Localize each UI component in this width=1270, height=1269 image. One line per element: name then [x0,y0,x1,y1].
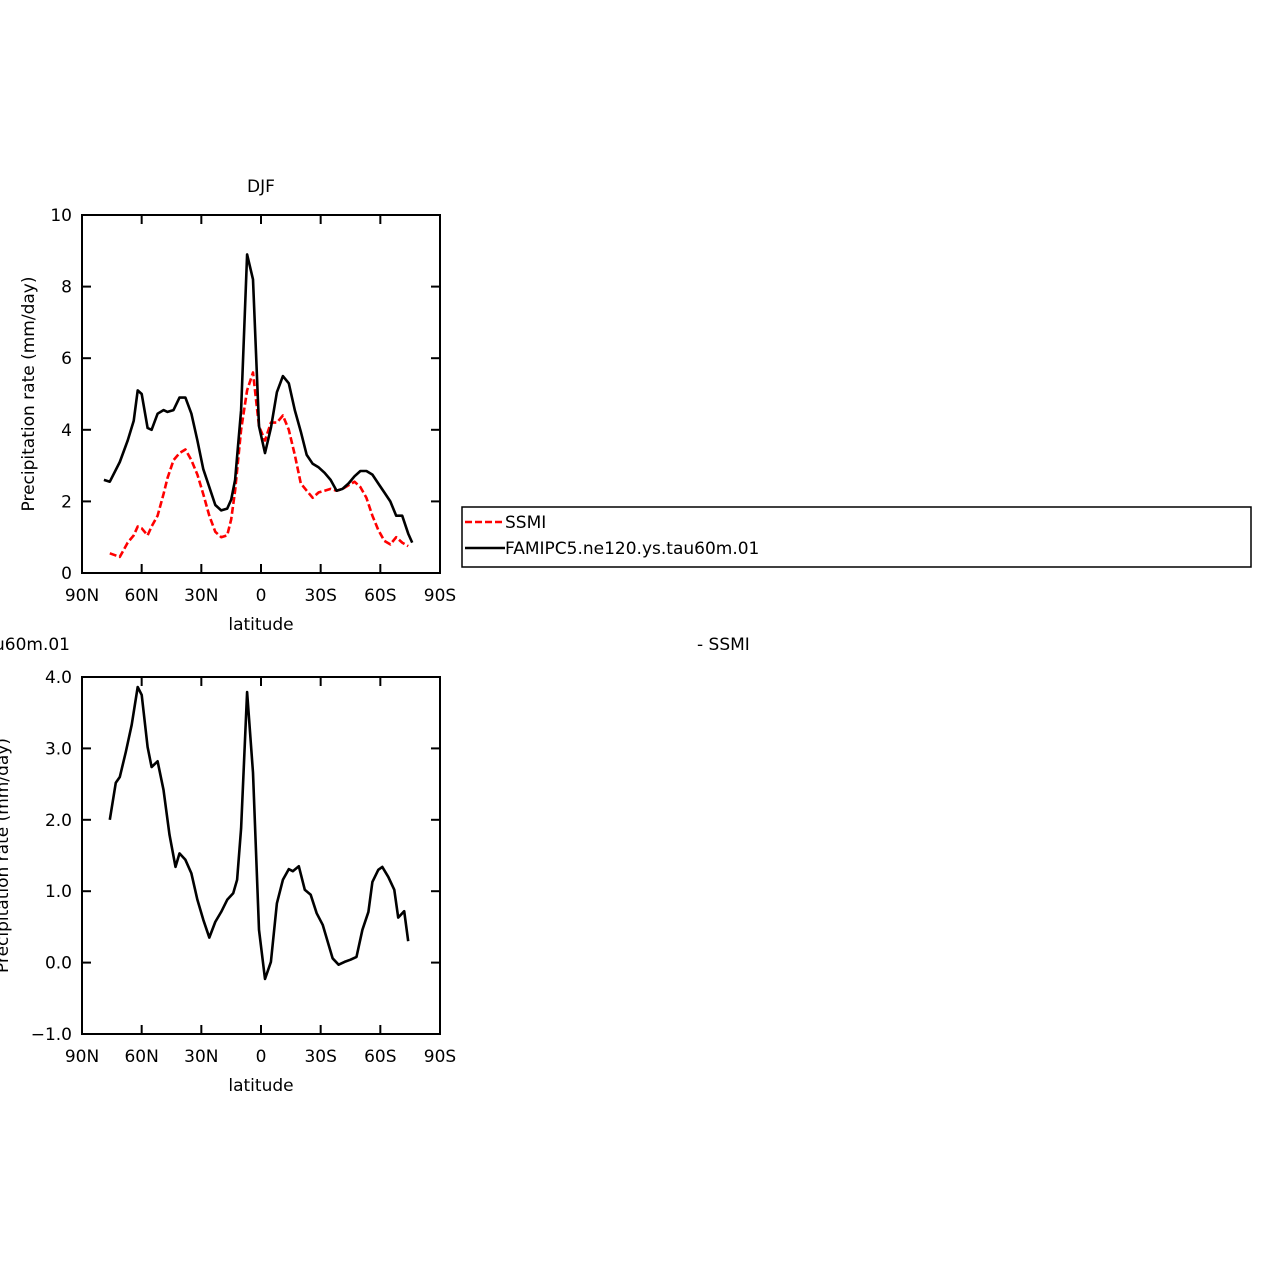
x-tick-label: 90N [65,586,99,606]
x-axis-label: latitude [228,1076,293,1096]
x-tick-label: 30S [304,586,336,606]
x-tick-label: 0 [256,1047,267,1067]
data-line [109,371,409,559]
legend-label: SSMI [505,513,546,533]
plot-frame [81,214,441,574]
x-tick-label: 30N [184,586,218,606]
x-tick-label: 0 [256,586,267,606]
x-tick-label: 30S [304,1047,336,1067]
chart-title: DJF [247,177,275,197]
x-tick-label: 90N [65,1047,99,1067]
plot-frame [81,676,441,1035]
y-tick-label: −1.0 [31,1025,72,1045]
x-tick-label: 60S [364,1047,396,1067]
x-axis-label: latitude [228,615,293,635]
x-tick-label: 90S [424,1047,456,1067]
y-tick-label: 0.0 [45,954,72,974]
y-tick-label: 2 [61,492,72,512]
y-tick-label: 4.0 [45,668,72,688]
chart-title: FAMIPC5.ne120.ys.tau60m.01 [0,635,70,655]
x-tick-label: 90S [424,586,456,606]
y-tick-label: 4 [61,421,72,441]
legend-label: FAMIPC5.ne120.ys.tau60m.01 [505,539,759,559]
x-tick-label: 60N [124,1047,158,1067]
y-tick-label: 6 [61,349,72,369]
y-axis-label: Precipitation rate (mm/day) [0,738,13,973]
y-tick-label: 10 [50,206,72,226]
chart-subtitle: - SSMI [697,635,750,655]
x-tick-label: 60S [364,586,396,606]
x-tick-label: 60N [124,586,158,606]
data-line [103,253,414,544]
y-tick-label: 2.0 [45,811,72,831]
x-tick-label: 30N [184,1047,218,1067]
legend-box [461,506,1252,568]
data-line [108,685,410,981]
y-tick-label: 0 [61,564,72,584]
y-axis-label: Precipitation rate (mm/day) [19,277,39,512]
y-tick-label: 8 [61,278,72,298]
y-tick-label: 1.0 [45,882,72,902]
y-tick-label: 3.0 [45,739,72,759]
